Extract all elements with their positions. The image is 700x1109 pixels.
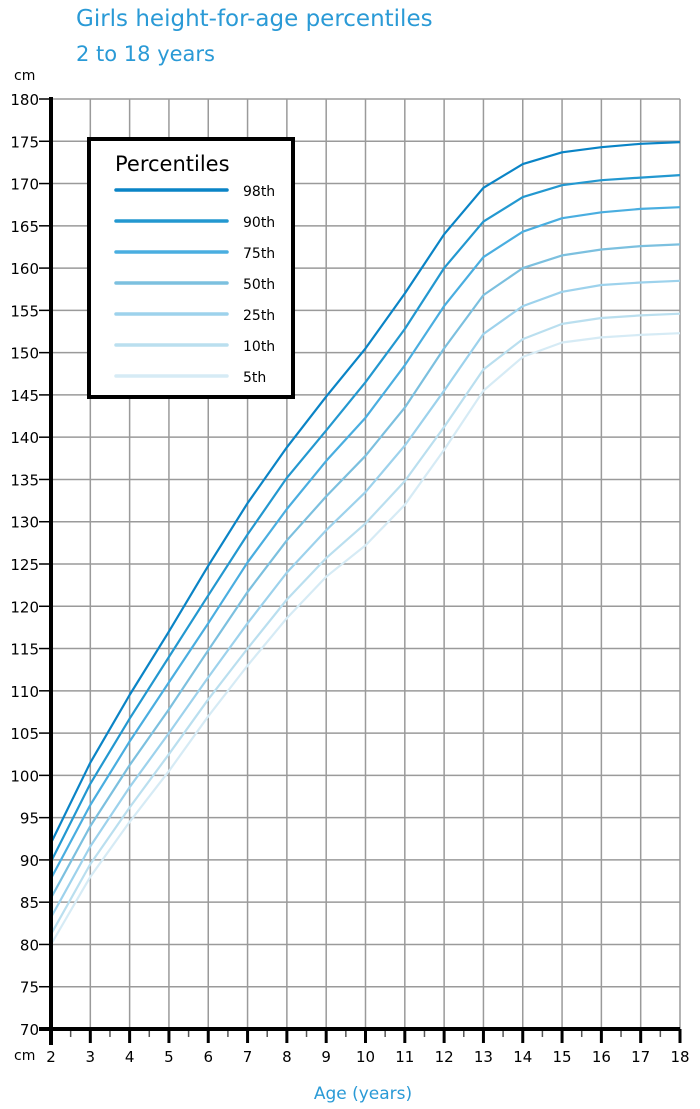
x-tick-label: 11 [395, 1048, 414, 1066]
x-tick-label: 4 [125, 1048, 135, 1066]
y-tick-label: 170 [10, 176, 39, 194]
x-tick-label: 14 [513, 1048, 532, 1066]
legend-label-25th: 25th [243, 308, 275, 324]
x-tick-label: 17 [631, 1048, 650, 1066]
y-tick-label: 160 [10, 260, 39, 278]
series-line-50th [50, 243, 681, 899]
y-tick-label: 85 [20, 894, 39, 912]
y-tick-label: 100 [10, 767, 39, 785]
x-tick-label: 13 [474, 1048, 493, 1066]
series-line-75th [50, 206, 681, 880]
y-axis-unit-bottom: cm [14, 1048, 35, 1064]
y-tick-label: 105 [10, 725, 39, 743]
legend-title: Percentiles [115, 152, 230, 176]
y-tick-label: 115 [10, 641, 39, 659]
axes: 2 3 4 5 6 7 8 9 10 11 12 13 14 15 16 17 18 70 75 80 85 90 95 10… [10, 91, 689, 1066]
x-tick-label: 3 [86, 1048, 96, 1066]
y-tick-label: 125 [10, 556, 39, 574]
series-line-25th [50, 279, 681, 918]
chart-title: Girls height-for-age percentiles [76, 6, 433, 32]
y-tick-label: 180 [10, 91, 39, 109]
y-tick-label: 95 [20, 810, 39, 828]
x-tick-label: 2 [46, 1048, 56, 1066]
y-tick-label: 80 [20, 936, 39, 954]
series-line-90th [50, 174, 681, 863]
y-tick-label: 165 [10, 218, 39, 236]
series-line-10th [50, 312, 681, 935]
x-tick-label: 16 [592, 1048, 611, 1066]
legend: Percentiles 98th 90th 75th 50th 25th 10th 5th [87, 137, 295, 399]
y-tick-label: 90 [20, 852, 39, 870]
y-tick-label: 130 [10, 514, 39, 532]
x-tick-label: 6 [203, 1048, 213, 1066]
series-line-98th [50, 141, 681, 844]
y-tick-label: 110 [10, 683, 39, 701]
y-tick-label: 75 [20, 979, 39, 997]
legend-box [87, 137, 295, 399]
series-line-5th [50, 332, 681, 946]
legend-label-90th: 90th [243, 215, 275, 231]
x-tick-label: 9 [321, 1048, 331, 1066]
legend-label-10th: 10th [243, 339, 275, 355]
y-tick-label: 135 [10, 471, 39, 489]
legend-label-98th: 98th [243, 184, 275, 200]
x-tick-label: 15 [553, 1048, 572, 1066]
y-tick-label: 175 [10, 133, 39, 151]
x-tick-label: 18 [670, 1048, 689, 1066]
y-axis-unit: cm [14, 68, 35, 84]
x-axis-label: Age (years) [314, 1084, 412, 1104]
y-tick-label: 70 [20, 1021, 39, 1039]
percentile-lines [50, 141, 681, 946]
y-tick-label: 120 [10, 598, 39, 616]
x-tick-label: 5 [164, 1048, 174, 1066]
y-tick-label: 155 [10, 302, 39, 320]
y-tick-label: 145 [10, 387, 39, 405]
legend-label-75th: 75th [243, 246, 275, 262]
legend-label-5th: 5th [243, 370, 266, 386]
y-tick-label: 140 [10, 429, 39, 447]
x-tick-label: 12 [435, 1048, 454, 1066]
chart-subtitle: 2 to 18 years [76, 42, 215, 66]
x-tick-label: 8 [282, 1048, 292, 1066]
x-tick-label: 10 [356, 1048, 375, 1066]
y-tick-label: 150 [10, 345, 39, 363]
legend-label-50th: 50th [243, 277, 275, 293]
x-tick-label: 7 [243, 1048, 253, 1066]
